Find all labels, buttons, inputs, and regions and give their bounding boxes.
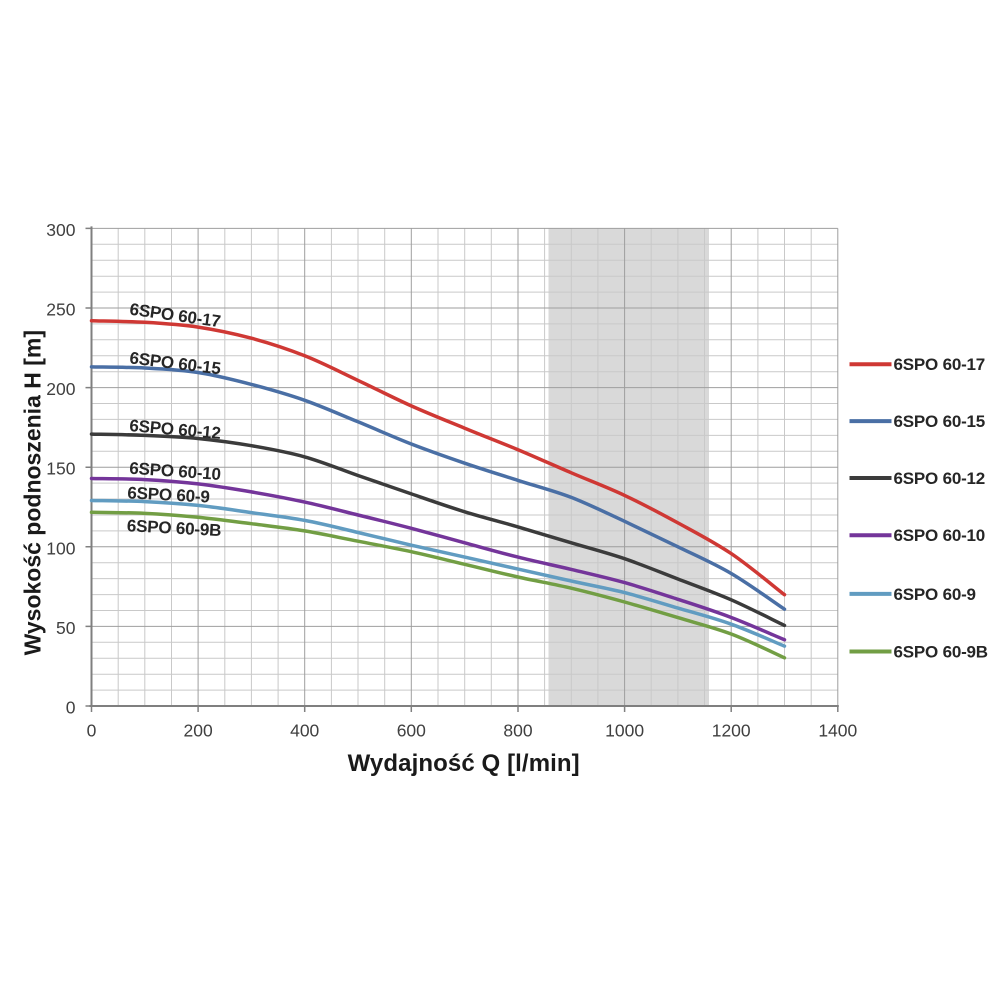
svg-text:250: 250 — [46, 300, 75, 320]
svg-text:400: 400 — [290, 721, 319, 741]
svg-text:600: 600 — [397, 721, 426, 741]
svg-text:800: 800 — [503, 721, 532, 741]
svg-text:6SPO 60-9: 6SPO 60-9 — [894, 585, 976, 604]
svg-text:0: 0 — [66, 698, 76, 718]
svg-text:150: 150 — [46, 459, 75, 479]
svg-text:6SPO 60-10: 6SPO 60-10 — [894, 526, 986, 545]
svg-text:6SPO 60-9: 6SPO 60-9 — [127, 483, 210, 506]
svg-text:Wydajność Q [l/min]: Wydajność Q [l/min] — [348, 750, 580, 777]
svg-text:200: 200 — [183, 721, 212, 741]
svg-text:1000: 1000 — [605, 721, 644, 741]
svg-text:6SPO 60-17: 6SPO 60-17 — [894, 355, 986, 374]
svg-text:1400: 1400 — [818, 721, 857, 741]
svg-text:6SPO 60-12: 6SPO 60-12 — [894, 469, 986, 488]
svg-text:300: 300 — [46, 220, 75, 240]
svg-text:100: 100 — [46, 538, 75, 558]
svg-text:6SPO 60-15: 6SPO 60-15 — [894, 412, 986, 431]
svg-text:0: 0 — [87, 721, 97, 741]
svg-text:Wysokość podnoszenia H [m]: Wysokość podnoszenia H [m] — [20, 330, 46, 655]
svg-text:6SPO 60-9B: 6SPO 60-9B — [894, 643, 988, 662]
svg-text:50: 50 — [56, 618, 76, 638]
svg-text:200: 200 — [46, 379, 75, 399]
svg-text:6SPO 60-9B: 6SPO 60-9B — [126, 516, 221, 540]
svg-text:1200: 1200 — [712, 721, 751, 741]
